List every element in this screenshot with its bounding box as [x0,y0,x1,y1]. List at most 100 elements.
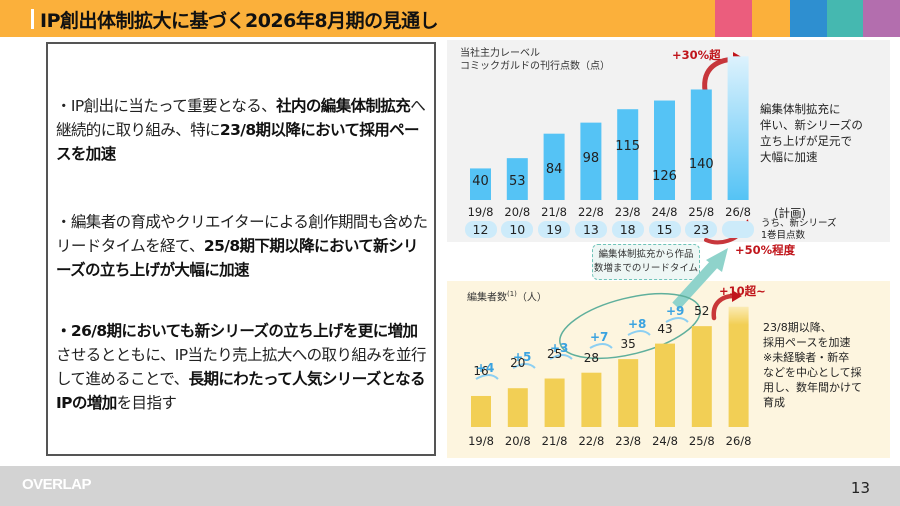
yoy-delta-label: +5 [513,350,532,364]
planned-label: (計画) [774,206,806,220]
x-axis-label: 23/8 [615,434,642,448]
new-series-count: 19 [538,221,571,238]
note-line: 立ち上げが足元で [760,134,852,148]
lead-time-callout: 編集体制拡充から作品 数増までのリードタイム [592,244,700,280]
bar-value-label: 52 [694,304,710,319]
new-series-count: 10 [501,221,534,238]
yoy-delta-label: +7 [590,330,609,344]
editors-growth-annotation: +10超~ [719,284,766,298]
bullet-point: ・26/8期においても新シリーズの立ち上げを更に増加させるとともに、IP当たり売… [56,319,431,415]
x-axis-label: 26/8 [725,434,752,448]
body-text: へ継続的に取り組み、特に [56,97,426,139]
note-line: 採用ペースを加速 [763,336,851,349]
yoy-delta-label: +9 [666,304,685,318]
x-axis-label: 25/8 [688,434,715,448]
body-text: させるとともに、IP当たり売上拡大への取り組みを並行して進めることで、 [56,346,426,388]
x-axis-label: 24/8 [651,205,678,219]
new-series-count: 18 [611,221,644,238]
emphasis-text: 25/8期下期以降において新シリーズの立ち上げが大幅に加速 [56,237,418,279]
publications-note: 編集体制拡充に 伴い、新シリーズの 立ち上げが足元で 大幅に加速 [760,101,863,165]
emphasis-text: 23/8期以降において採用ペースを加速 [56,121,420,163]
note-line: 23/8期以降、 [763,321,832,334]
page-number: 13 [850,479,870,497]
bar-value-label: 84 [545,161,563,177]
x-axis-label: 26/8 [725,205,751,219]
note-line: 育成 [763,396,785,409]
note-line: 用し、数年間かけて [763,381,862,394]
note-line: 編集体制拡充に [760,102,841,116]
bar-value-label: 28 [583,350,600,365]
new-series-count: 15 [648,221,681,238]
new-series-count [722,221,755,238]
bar-value-label: 126 [652,168,677,184]
chart-title-line: コミックガルドの刊行点数（点） [460,61,610,72]
body-text: ・編集者の育成やクリエイターによる創作期間も含めたリードタイムを経て、 [56,213,428,255]
bar-value-label: 43 [657,321,673,336]
bar-value-label: 40 [472,174,489,189]
emphasis-text: 長期にわたって人気シリーズとなるIPの増加 [56,370,426,412]
bar-value-label: 35 [620,337,636,352]
label-line: 1巻目点数 [761,230,806,241]
chart-title-line: 当社主力レーベル [460,48,540,59]
x-axis-label: 23/8 [614,205,641,219]
x-axis-label: 21/8 [541,205,567,219]
arrow-head-icon [706,248,728,272]
chart-title-main: 編集者数 [467,292,507,304]
company-logo: OVERLAP [22,476,92,493]
publications-chart-title: 当社主力レーベル コミックガルドの刊行点数（点） [460,47,610,73]
editors-chart-title: 編集者数(1)（人） [467,288,547,304]
chart-title-unit: （人） [516,292,547,304]
growth-annotation-top: +30%超 [672,48,721,62]
color-swatch [827,0,863,37]
color-swatch [863,0,900,37]
bar-value-label: 25 [546,346,563,361]
x-axis-label: 25/8 [688,205,715,219]
note-line: ※未経験者・新卒 [763,351,850,364]
bar-value-label: 53 [509,174,526,189]
header-bar: IP創出体制拡大に基づく2026年8月期の見通し [0,0,900,37]
color-swatch [790,0,827,37]
x-axis-label: 19/8 [468,434,494,448]
growth-annotation-new-series: +50%程度 [735,243,796,257]
emphasis-text: ・26/8期においても新シリーズの立ち上げを更に増加 [56,322,418,340]
color-swatch [752,0,790,37]
body-text: を目指す [116,394,177,412]
yoy-delta-label: +3 [550,341,569,355]
new-series-count: 13 [574,221,607,238]
note-line: 伴い、新シリーズの [760,118,863,132]
x-axis-label: 22/8 [577,205,604,219]
summary-panel: ・IP創出に当たって重要となる、社内の編集体制拡充へ継続的に取り組み、特に23/… [46,42,436,456]
footnote-marker: (1) [507,290,517,298]
yoy-delta-label: +8 [628,317,647,331]
x-axis-label: 21/8 [541,434,568,448]
emphasis-text: 社内の編集体制拡充 [276,97,411,115]
x-axis-label: 20/8 [504,205,531,219]
new-series-label: うち、新シリーズ 1巻目点数 [761,218,837,242]
callout-line: 編集体制拡充から作品 [598,249,694,260]
body-text: ・IP創出に当たって重要となる、 [56,97,277,115]
note-line: 大幅に加速 [760,150,818,164]
bullet-point: ・編集者の育成やクリエイターによる創作期間も含めたリードタイムを経て、25/8期… [56,210,431,282]
color-swatch [700,0,715,37]
editors-note: 23/8期以降、 採用ペースを加速 ※未経験者・新卒 などを中心として採 用し、… [763,320,862,410]
label-line: うち、新シリーズ [761,218,837,229]
bar-value-label: 98 [582,150,600,166]
note-line: などを中心として採 [763,366,862,379]
bar-value-label: 115 [615,139,641,155]
yoy-delta-label: +4 [476,361,495,375]
callout-line: 数増までのリードタイム [593,263,699,274]
x-axis-label: 19/8 [467,205,494,219]
bullet-point: ・IP創出に当たって重要となる、社内の編集体制拡充へ継続的に取り組み、特に23/… [56,94,431,166]
title-accent-bar [31,9,34,29]
x-axis-label: 22/8 [578,434,605,448]
page-title: IP創出体制拡大に基づく2026年8月期の見通し [40,10,439,32]
new-series-count: 12 [464,221,497,238]
x-axis-label: 24/8 [652,434,678,448]
color-swatch [715,0,752,37]
new-series-count: 23 [685,221,718,238]
x-axis-label: 20/8 [504,434,531,448]
bar-value-label: 140 [688,157,714,173]
footer: OVERLAP 13 [0,466,900,506]
bar-value-label: 16 [473,363,489,378]
bar-value-label: 20 [510,356,526,371]
